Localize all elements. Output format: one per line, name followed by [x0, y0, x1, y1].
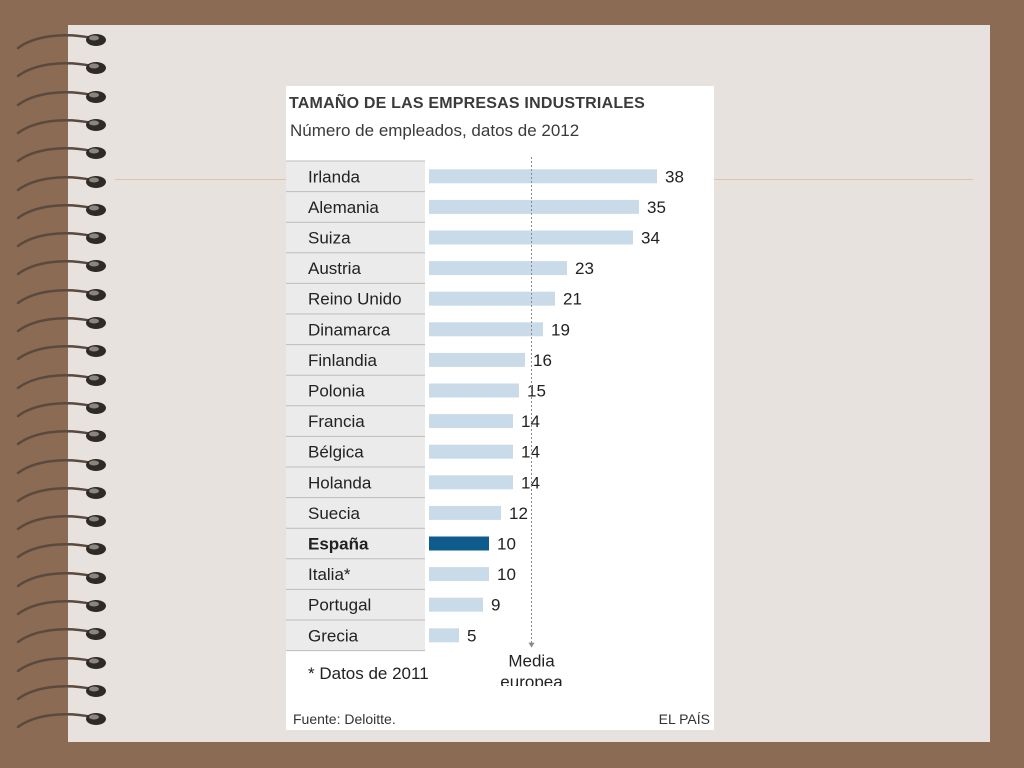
- chart-subtitle: Número de empleados, datos de 2012: [290, 121, 580, 140]
- footnote: * Datos de 2011: [308, 664, 429, 683]
- category-label: Austria: [308, 259, 361, 278]
- spiral-ring: [16, 345, 106, 361]
- spiral-ring: [16, 684, 106, 701]
- value-label: 9: [491, 596, 500, 615]
- spiral-ring: [16, 430, 106, 446]
- spiral-ring: [16, 317, 106, 333]
- source-credit: Fuente: Deloitte.: [293, 711, 396, 727]
- value-label: 12: [509, 504, 528, 523]
- bar: [429, 261, 567, 276]
- bar: [429, 567, 489, 582]
- bar: [429, 199, 639, 214]
- category-label: Irlanda: [308, 167, 361, 186]
- bar: [429, 383, 519, 398]
- bar-chart: Irlanda 38 Alemania 35 Suiza 34 Austria 23 Reino…: [286, 157, 684, 686]
- spiral-ring: [16, 628, 106, 644]
- category-label: Holanda: [308, 473, 372, 492]
- category-label: Reino Unido: [308, 290, 402, 309]
- bar: [429, 414, 513, 429]
- bar: [429, 475, 513, 490]
- category-label: Francia: [308, 412, 365, 431]
- bar: [429, 322, 543, 337]
- spiral-ring: [16, 260, 106, 276]
- spiral-ring: [16, 401, 106, 418]
- spiral-ring: [16, 543, 106, 559]
- bar: [429, 628, 459, 643]
- category-label: Portugal: [308, 596, 371, 615]
- category-label: España: [308, 535, 369, 554]
- spiral-ring: [16, 288, 106, 304]
- spiral-ring: [16, 90, 106, 106]
- bar: [429, 444, 513, 459]
- spiral-ring: [16, 203, 106, 220]
- category-label: Dinamarca: [308, 320, 391, 339]
- spiral-ring: [16, 34, 106, 50]
- spiral-ring: [16, 373, 106, 389]
- reference-arrow: [528, 642, 535, 648]
- spiral-ring: [16, 118, 106, 135]
- category-label: Bélgica: [308, 443, 364, 462]
- bar: [429, 536, 489, 551]
- bar: [429, 291, 555, 306]
- value-label: 5: [467, 626, 476, 645]
- category-label: Grecia: [308, 626, 359, 645]
- value-label: 14: [521, 412, 540, 431]
- bar: [429, 597, 483, 612]
- value-label: 10: [497, 535, 516, 554]
- value-label: 14: [521, 473, 540, 492]
- bar: [429, 505, 501, 520]
- spiral-ring: [16, 62, 106, 78]
- chart-title: TAMAÑO DE LAS EMPRESAS INDUSTRIALES: [289, 95, 646, 112]
- category-label: Alemania: [308, 198, 379, 217]
- value-label: 19: [551, 320, 570, 339]
- value-label: 16: [533, 351, 552, 370]
- spiral-ring: [16, 232, 106, 248]
- value-label: 21: [563, 290, 582, 309]
- category-label: Suecia: [308, 504, 361, 523]
- value-label: 10: [497, 565, 516, 584]
- reference-label: Media: [508, 652, 555, 671]
- category-label: Finlandia: [308, 351, 378, 370]
- category-label: Italia*: [308, 565, 351, 584]
- spiral-ring: [16, 600, 106, 616]
- value-label: 38: [665, 167, 684, 186]
- chart-card: TAMAÑO DE LAS EMPRESAS INDUSTRIALES Núme…: [286, 86, 714, 730]
- spiral-ring: [16, 656, 106, 672]
- bar: [429, 352, 525, 367]
- spiral-ring: [16, 571, 106, 587]
- reference-label: europea: [500, 673, 563, 686]
- spiral-ring: [16, 458, 106, 474]
- spiral-ring: [16, 147, 106, 163]
- value-label: 23: [575, 259, 594, 278]
- value-label: 14: [521, 443, 540, 462]
- spiral-ring: [16, 486, 106, 503]
- publisher-credit: EL PAÍS: [658, 711, 710, 727]
- spiral-ring: [16, 713, 106, 729]
- category-label: Polonia: [308, 382, 365, 401]
- bar: [429, 169, 657, 184]
- category-label: Suiza: [308, 229, 351, 248]
- value-label: 35: [647, 198, 666, 217]
- value-label: 15: [527, 382, 546, 401]
- value-label: 34: [641, 229, 660, 248]
- spiral-ring: [16, 175, 106, 191]
- spiral-ring: [16, 515, 106, 531]
